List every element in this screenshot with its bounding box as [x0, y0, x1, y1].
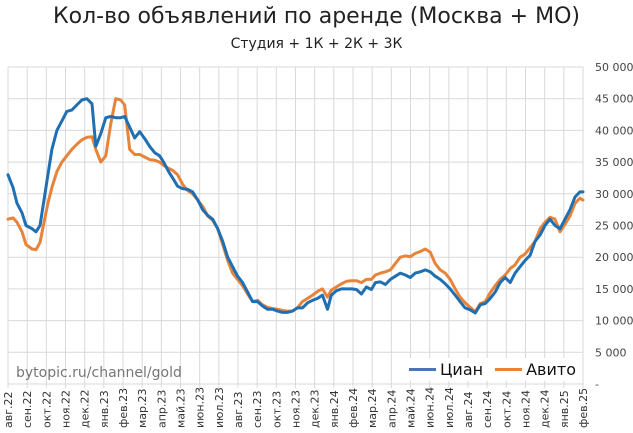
x-tick-label: авг.23: [232, 392, 245, 429]
y-axis-tick-labels: - 5 000 10 000 15 000 20 000 25 000 30 000 35 0…: [595, 61, 633, 391]
legend-label-cian: Циан: [440, 360, 484, 379]
legend-swatch-cian: [409, 368, 436, 371]
x-tick-label: дек.24: [539, 389, 552, 428]
y-tick-label: -: [595, 378, 599, 391]
x-tick-label: сен.22: [21, 390, 34, 428]
x-tick-label: апр.24: [385, 390, 398, 428]
x-tick-label: апр.23: [155, 390, 168, 428]
x-tick-label: окт.23: [270, 391, 283, 428]
legend-swatch-avito: [495, 368, 523, 371]
y-tick-label: 40 000: [595, 124, 633, 137]
x-tick-label: июл.24: [443, 387, 456, 428]
x-tick-label: янв.24: [328, 390, 341, 428]
legend-item-avito: Авито: [495, 360, 576, 379]
x-tick-label: май.23: [175, 388, 188, 428]
x-axis-tick-labels: авг.22 сен.22 окт.22 ноя.22 дек.22 янв.23 фев.…: [2, 387, 590, 428]
legend-item-cian: Циан: [409, 360, 483, 379]
y-tick-label: 50 000: [595, 61, 633, 74]
y-tick-label: 35 000: [595, 156, 633, 169]
x-tick-label: сен.23: [251, 390, 264, 428]
series-line-cian: [6, 97, 585, 315]
x-tick-label: мар.24: [366, 388, 379, 428]
legend: Циан Авито: [405, 358, 580, 381]
x-tick-label: окт.22: [40, 391, 53, 428]
x-tick-label: май.24: [405, 388, 418, 428]
chart-grid: [7, 66, 584, 388]
watermark: bytopic.ru/channel/gold: [16, 365, 182, 381]
x-tick-label: янв.23: [98, 390, 111, 428]
x-tick-label: мар.23: [136, 388, 149, 428]
chart-subtitle: Студия + 1К + 2К + 3К: [230, 36, 403, 52]
y-tick-label: 20 000: [595, 251, 633, 264]
x-tick-label: июл.23: [213, 387, 226, 428]
x-tick-label: дек.23: [309, 389, 322, 428]
y-tick-label: 5 000: [595, 346, 627, 359]
x-tick-label: июн.23: [194, 387, 207, 428]
y-tick-label: 25 000: [595, 220, 633, 233]
x-tick-label: сен.24: [481, 390, 494, 428]
x-tick-label: ноя.22: [60, 390, 73, 428]
x-tick-label: фев.25: [577, 388, 590, 428]
y-tick-label: 10 000: [595, 315, 633, 328]
x-tick-label: ноя.23: [290, 390, 303, 428]
x-tick-label: дек.22: [79, 389, 92, 428]
x-tick-label: окт.24: [500, 391, 513, 428]
y-tick-label: 30 000: [595, 188, 633, 201]
y-tick-label: 45 000: [595, 93, 633, 106]
x-tick-label: фев.23: [117, 388, 130, 428]
x-tick-label: ноя.24: [520, 390, 533, 428]
x-tick-label: янв.25: [558, 390, 571, 428]
x-tick-label: фев.24: [347, 388, 360, 428]
x-tick-label: авг.24: [462, 392, 475, 429]
legend-label-avito: Авито: [526, 360, 576, 379]
x-tick-label: авг.22: [2, 392, 15, 429]
chart-title: Кол-во объявлений по аренде (Москва + МО…: [53, 4, 580, 29]
x-tick-label: июн.24: [424, 387, 437, 428]
chart-series: [6, 97, 585, 315]
y-tick-label: 15 000: [595, 283, 633, 296]
